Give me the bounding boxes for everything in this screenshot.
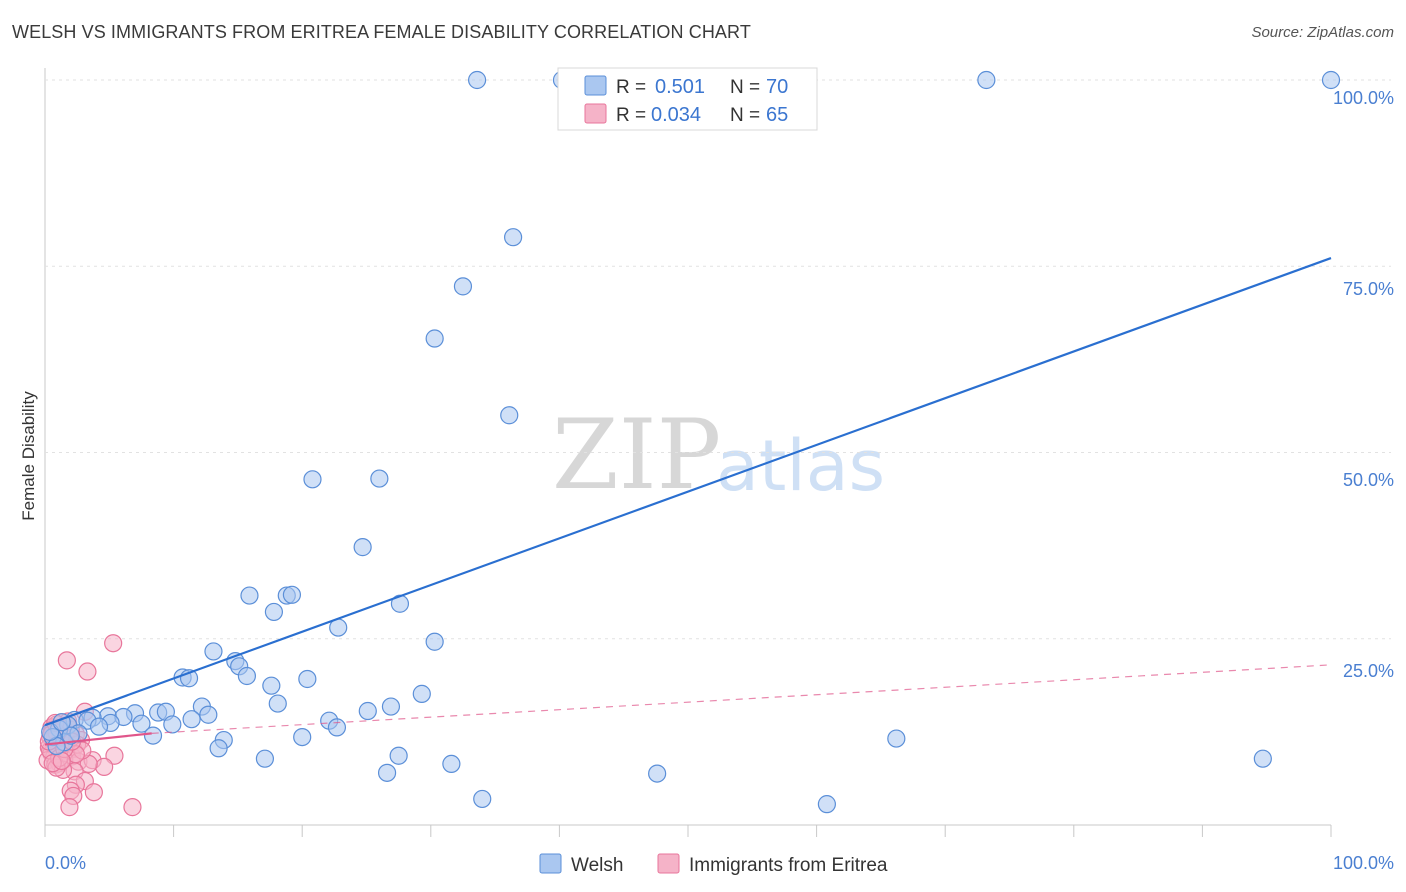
welsh-point [442, 754, 461, 774]
welsh-point [977, 70, 996, 90]
eritrea-point [123, 798, 142, 817]
legend-eritrea-r-value: 0.034 [651, 104, 701, 126]
eritrea-point [105, 746, 124, 765]
legend-eritrea-swatch [584, 103, 607, 124]
welsh-point [204, 642, 223, 661]
welsh-point [89, 717, 109, 736]
welsh-point [268, 694, 287, 713]
welsh-point [293, 727, 312, 747]
bottom-legend-welsh-label: Welsh [571, 855, 623, 876]
welsh-point [264, 602, 284, 622]
bottom-legend-eritrea-label: Immigrants from Eritrea [689, 855, 888, 876]
bottom-legend: Welsh Immigrants from Eritrea [539, 853, 888, 876]
x-tick-label-100: 100.0% [1333, 853, 1394, 873]
series-welsh-points [41, 70, 1341, 814]
welsh-point [209, 739, 228, 758]
legend-welsh-swatch [584, 75, 607, 96]
watermark-zip: ZIP [552, 399, 721, 511]
y-tick-label-75: 75.0% [1343, 279, 1394, 299]
eritrea-point [78, 662, 97, 681]
welsh-point [370, 469, 389, 488]
chart-source: Source: ZipAtlas.com [1251, 24, 1394, 41]
welsh-point [1321, 70, 1341, 90]
eritrea-point [104, 634, 123, 653]
welsh-point [648, 764, 667, 783]
welsh-point [61, 726, 80, 745]
welsh-point [298, 669, 317, 689]
welsh-point [425, 329, 444, 348]
eritrea-trend-line [44, 732, 152, 746]
welsh-point [353, 538, 372, 557]
y-tick-label-100: 100.0% [1333, 88, 1394, 108]
chart-title: WELSH VS IMMIGRANTS FROM ERITREA FEMALE … [12, 22, 751, 42]
legend-eritrea-n-value: 65 [766, 104, 788, 126]
legend-eritrea-n-label: N = [730, 105, 760, 126]
legend-box: R = 0.501 N = 70 R = 0.034 N = 65 [557, 67, 818, 131]
bottom-legend-welsh-swatch [539, 853, 562, 874]
welsh-point [504, 228, 523, 247]
welsh-trend-line [44, 257, 1332, 727]
y-tick-label-50: 50.0% [1343, 470, 1394, 490]
eritrea-point [57, 651, 76, 670]
welsh-point [412, 684, 431, 703]
welsh-point [1253, 749, 1272, 768]
welsh-point [473, 789, 492, 809]
welsh-point [887, 729, 906, 748]
eritrea-point [84, 783, 103, 802]
bottom-legend-eritrea-swatch [657, 853, 680, 874]
welsh-point [199, 705, 218, 724]
y-tick-label-25: 25.0% [1343, 661, 1394, 681]
welsh-point [163, 715, 182, 734]
x-ticks [44, 825, 1332, 837]
y-axis-label: Female Disability [19, 391, 38, 521]
x-tick-label-0: 0.0% [45, 853, 86, 873]
welsh-point [377, 763, 397, 782]
welsh-point [182, 710, 201, 729]
welsh-point [467, 70, 487, 90]
legend-welsh-r-label: R = [616, 77, 646, 98]
welsh-point [132, 714, 151, 733]
welsh-point [282, 585, 302, 604]
gridlines [45, 79, 1391, 640]
eritrea-point [95, 757, 114, 776]
welsh-point [303, 470, 322, 489]
eritrea-point [60, 798, 79, 817]
legend-welsh-n-label: N = [730, 77, 760, 98]
welsh-point [358, 701, 377, 721]
welsh-point [389, 746, 408, 765]
welsh-point [237, 666, 257, 686]
welsh-point [262, 676, 281, 695]
welsh-point [327, 718, 347, 737]
legend-welsh-n-value: 70 [766, 76, 788, 98]
legend-eritrea-r-label: R = [616, 105, 646, 126]
watermark-atlas: atlas [716, 425, 885, 507]
eritrea-trend-line [151, 664, 1332, 734]
trend-lines [44, 257, 1332, 746]
welsh-point [425, 632, 444, 651]
welsh-point [240, 586, 259, 605]
welsh-point [500, 406, 519, 425]
welsh-point [817, 795, 836, 814]
legend-welsh-r-value: 0.501 [655, 76, 705, 98]
welsh-point [143, 726, 163, 745]
welsh-point [453, 277, 473, 296]
welsh-point [381, 697, 401, 716]
welsh-point [255, 749, 275, 768]
